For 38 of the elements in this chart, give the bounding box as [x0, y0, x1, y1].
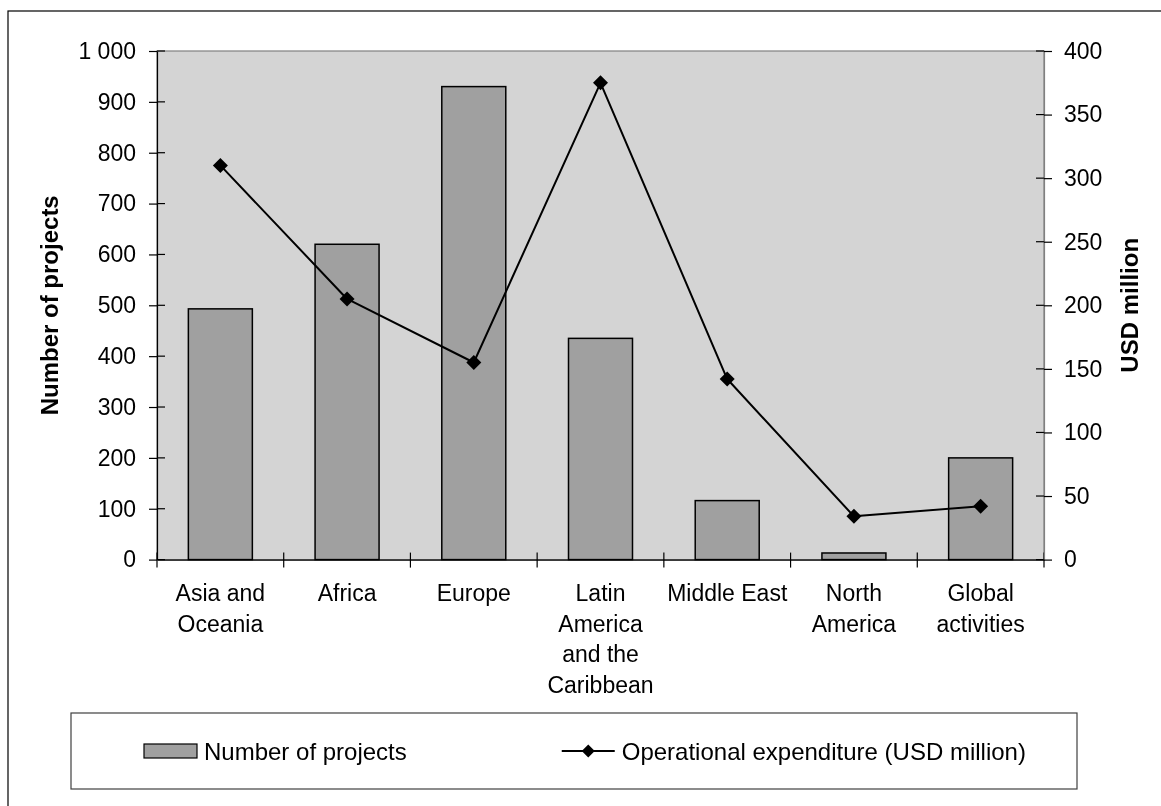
y2-tick-label: 100	[1064, 419, 1103, 446]
y2-tick-label: 200	[1064, 292, 1103, 319]
y2-tick-label: 0	[1064, 546, 1077, 573]
y-tick-label: 400	[97, 343, 136, 370]
x-tick-label: Europe	[436, 579, 511, 606]
x-tick-label: North America	[811, 579, 897, 637]
y2-tick-label: 300	[1064, 165, 1103, 192]
x-tick-label: Latin America and the Caribbean	[547, 579, 654, 698]
x-tick-label: Middle East	[667, 579, 788, 606]
y-tick-label: 1 000	[78, 37, 136, 64]
point	[466, 355, 482, 371]
y-tick-label: 700	[97, 190, 136, 217]
y-tick-label: 800	[97, 139, 136, 166]
point	[973, 498, 989, 514]
y-tick-label: 600	[97, 241, 136, 268]
point	[846, 508, 862, 524]
point	[212, 157, 228, 173]
y-tick-label: 900	[97, 88, 136, 115]
y2-tick-label: 50	[1064, 482, 1090, 509]
y2-tick-label: 250	[1064, 228, 1103, 255]
y-axis-title: Number of projects	[35, 195, 63, 416]
x-tick-label: Asia and Oceania	[175, 579, 266, 637]
point	[593, 75, 608, 91]
y2-tick-label: 400	[1064, 37, 1103, 64]
point	[719, 371, 735, 387]
y2-tick-label: 350	[1064, 101, 1103, 128]
x-tick-label: Global activities	[936, 579, 1025, 637]
point	[339, 291, 355, 307]
y-tick-label: 0	[123, 546, 136, 573]
y2-tick-label: 150	[1064, 355, 1103, 382]
y-tick-label: 100	[97, 495, 136, 522]
y2-axis-title: USD million	[1115, 237, 1143, 373]
y-tick-label: 300	[97, 393, 136, 420]
legend-label: Operational expenditure (USD million)	[621, 737, 1026, 765]
legend-label: Number of projects	[204, 737, 407, 765]
y-tick-label: 200	[97, 444, 136, 471]
y-tick-label: 500	[97, 292, 136, 319]
x-tick-label: Africa	[317, 579, 377, 606]
